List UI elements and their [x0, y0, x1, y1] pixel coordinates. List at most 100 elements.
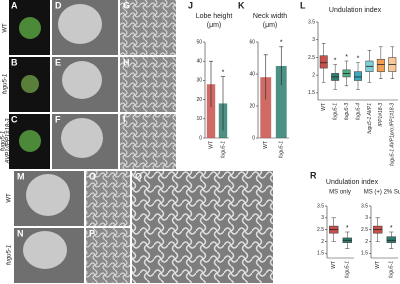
- y-tick-label: 2: [312, 73, 315, 79]
- y-tick-label: 1.5: [308, 90, 315, 96]
- leaf: [58, 4, 102, 44]
- chart-title: Neck width: [253, 13, 287, 20]
- significance: *: [280, 40, 283, 47]
- leaf: [26, 174, 70, 216]
- leaf: [62, 61, 102, 99]
- photo: [120, 114, 176, 169]
- x-tick-label: IPP1#18-3: [378, 103, 384, 127]
- row-label: fugu5-1: [1, 131, 7, 151]
- x-tick-label: WT: [331, 261, 337, 269]
- panel-letter: P: [89, 228, 95, 238]
- x-tick-label: fugu5-1: [345, 261, 351, 278]
- x-tick-label: fugu5-1: [332, 103, 338, 120]
- x-tick-label: fugu5-1: [389, 261, 395, 278]
- y-tick-label: 60: [249, 39, 255, 45]
- y-tick-label: 50: [196, 39, 202, 45]
- y-tick-label: 0: [199, 135, 202, 141]
- x-tick-label: fugu5-4: [355, 103, 361, 120]
- panel-letter: R: [310, 170, 317, 180]
- y-tick-label: 2.5: [317, 227, 324, 233]
- y-tick-label: 0: [252, 135, 255, 141]
- x-tick-label: fugu5-1: [279, 141, 285, 158]
- plant: [19, 17, 41, 39]
- box: [376, 58, 385, 72]
- photo: [86, 171, 130, 226]
- photos: [9, 0, 273, 283]
- bar: [275, 66, 287, 138]
- panel-letter: G: [123, 0, 130, 10]
- panel-letter: A: [11, 0, 18, 10]
- significance: *: [346, 225, 349, 232]
- chart-subtitle: MS (+) 2% Suc: [364, 190, 400, 196]
- y-tick-label: 20: [249, 103, 255, 109]
- panel-letter: M: [17, 171, 25, 181]
- photo: [120, 0, 176, 55]
- y-tick-label: 3.5: [361, 203, 368, 209]
- y-tick-label: 1.5: [317, 251, 324, 257]
- row-label: AVP1/IPP1#18-3: [6, 118, 12, 165]
- plant: [21, 75, 39, 93]
- panel-letter: B: [11, 57, 18, 67]
- panel-letter: N: [17, 228, 24, 238]
- x-tick-label: fugu5-3: [344, 103, 350, 120]
- y-tick-label: 3: [312, 37, 315, 43]
- photo: [132, 171, 273, 283]
- chart-subtitle: MS only: [329, 190, 351, 196]
- box: [319, 55, 328, 69]
- bar: [260, 77, 272, 138]
- panel-letter: C: [11, 114, 18, 124]
- y-tick-label: 10: [196, 116, 202, 122]
- plant: [19, 130, 41, 152]
- chart-title: Lobe height: [196, 13, 233, 20]
- y-tick-label: 3.5: [308, 19, 315, 25]
- box: [386, 236, 396, 243]
- row-label: fugu5-1: [3, 74, 9, 94]
- y-tick-label: 2.5: [308, 55, 315, 61]
- significance: *: [390, 225, 393, 232]
- x-tick-label: fugu5-1: [220, 141, 226, 158]
- box: [354, 71, 362, 81]
- panel-letter: L: [300, 0, 306, 10]
- bar: [206, 84, 216, 138]
- y-tick-label: 3: [365, 215, 368, 221]
- panel-letter: I: [123, 114, 126, 124]
- y-tick-label: 3.5: [317, 203, 324, 209]
- chart-title: Undulation index: [326, 179, 379, 186]
- y-tick-label: 40: [249, 71, 255, 77]
- panel-letter: K: [238, 0, 245, 10]
- significance: *: [345, 54, 348, 61]
- significance: *: [334, 57, 337, 64]
- x-tick-label: WT: [375, 261, 381, 269]
- x-tick-label: fugu5-1 AVP1pro:IPP1#18-3: [390, 103, 396, 166]
- photo: [86, 228, 130, 283]
- x-tick-label: WT: [208, 141, 214, 149]
- panel-letter: H: [123, 57, 130, 67]
- x-tick-label: WT: [263, 141, 269, 149]
- row-label: fugu5-1: [7, 245, 13, 265]
- chart-title: Undulation index: [329, 7, 382, 14]
- panel-letter: Q: [135, 171, 142, 181]
- y-tick-label: 2.5: [361, 227, 368, 233]
- y-tick-label: 1.5: [361, 251, 368, 257]
- leaf: [23, 231, 67, 269]
- panel-letter: O: [89, 171, 96, 181]
- panel-letter: J: [188, 0, 193, 10]
- row-label: WT: [7, 193, 13, 203]
- x-tick-label: WT: [321, 103, 327, 111]
- chart-unit: (μm): [207, 22, 222, 29]
- y-tick-label: 40: [196, 59, 202, 65]
- y-tick-label: 20: [196, 97, 202, 103]
- y-tick-label: 2: [321, 239, 324, 245]
- y-tick-label: 3: [321, 215, 324, 221]
- panel-letter: D: [55, 0, 62, 10]
- x-tick-label: fugu5-1 AVP1: [367, 103, 373, 134]
- panel-letter: E: [55, 57, 61, 67]
- photo: [120, 57, 176, 112]
- row-label: WT: [3, 23, 9, 33]
- panel-letter: F: [55, 114, 61, 124]
- significance: *: [222, 69, 225, 76]
- y-tick-label: 2: [365, 239, 368, 245]
- y-tick-label: 30: [196, 78, 202, 84]
- leaf: [61, 118, 103, 158]
